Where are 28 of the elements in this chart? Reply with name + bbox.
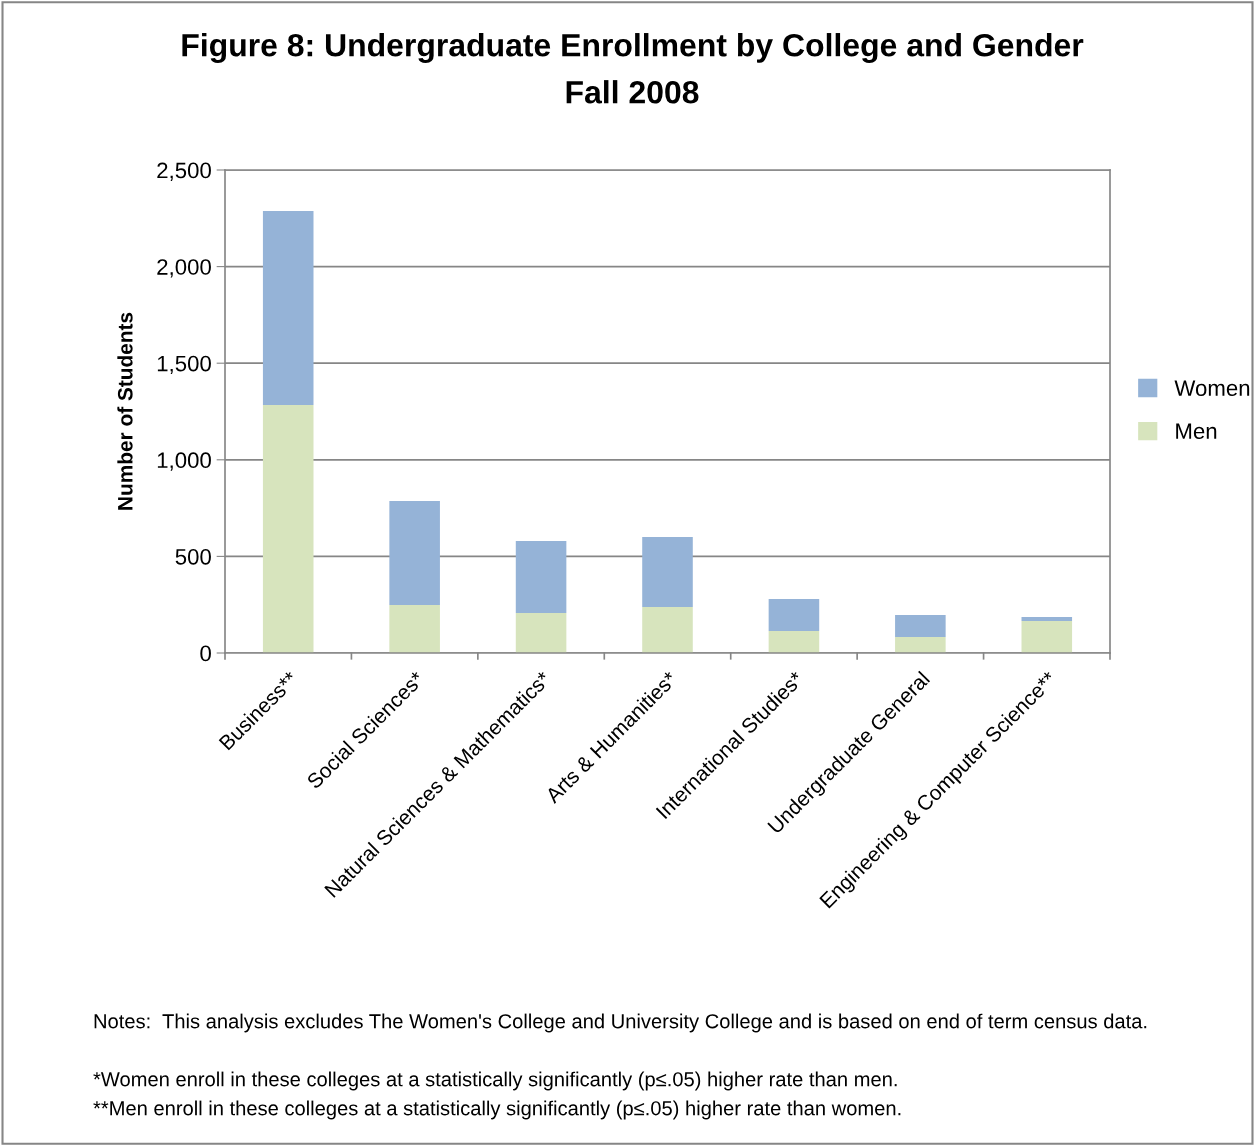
y-tick-label: 2,500 [157,162,211,181]
chart-title: Figure 8: Undergraduate Enrollment by College and Gender [182,33,1084,63]
bar [642,537,693,608]
y-tick-label: 2,000 [157,259,211,278]
bar [768,598,820,631]
y-tick-label: 1,500 [157,355,211,375]
text: *Women enroll in these colleges at a statistically significantly (p≤.05) higher rate than men. [93,1071,897,1091]
text: Notes: This analysis excludes The Women's College and University College and is based on end of term census data. [94,1013,1147,1033]
y-tick-label: 500 [175,548,211,565]
bar [389,500,440,606]
chart-subtitle: Fall 2008 [566,80,699,104]
bar [895,614,946,637]
bar [895,636,946,653]
bar [1021,617,1073,621]
legend-label: Men [1176,423,1217,440]
bar [262,210,314,405]
text: **Men enroll in these colleges at a statistically significantly (p≤.05) higher rate than women. [93,1100,901,1120]
bar [642,607,693,653]
bar [515,540,567,614]
bar [515,613,567,653]
y-tick-label: 1,000 [157,452,211,471]
y-axis-title: Number of Students [117,312,133,510]
bar [768,630,820,653]
bar [389,605,440,653]
bar [262,404,314,653]
legend-label: Women [1174,380,1250,396]
y-tick-label: 0 [200,645,211,662]
bar [1021,620,1073,653]
